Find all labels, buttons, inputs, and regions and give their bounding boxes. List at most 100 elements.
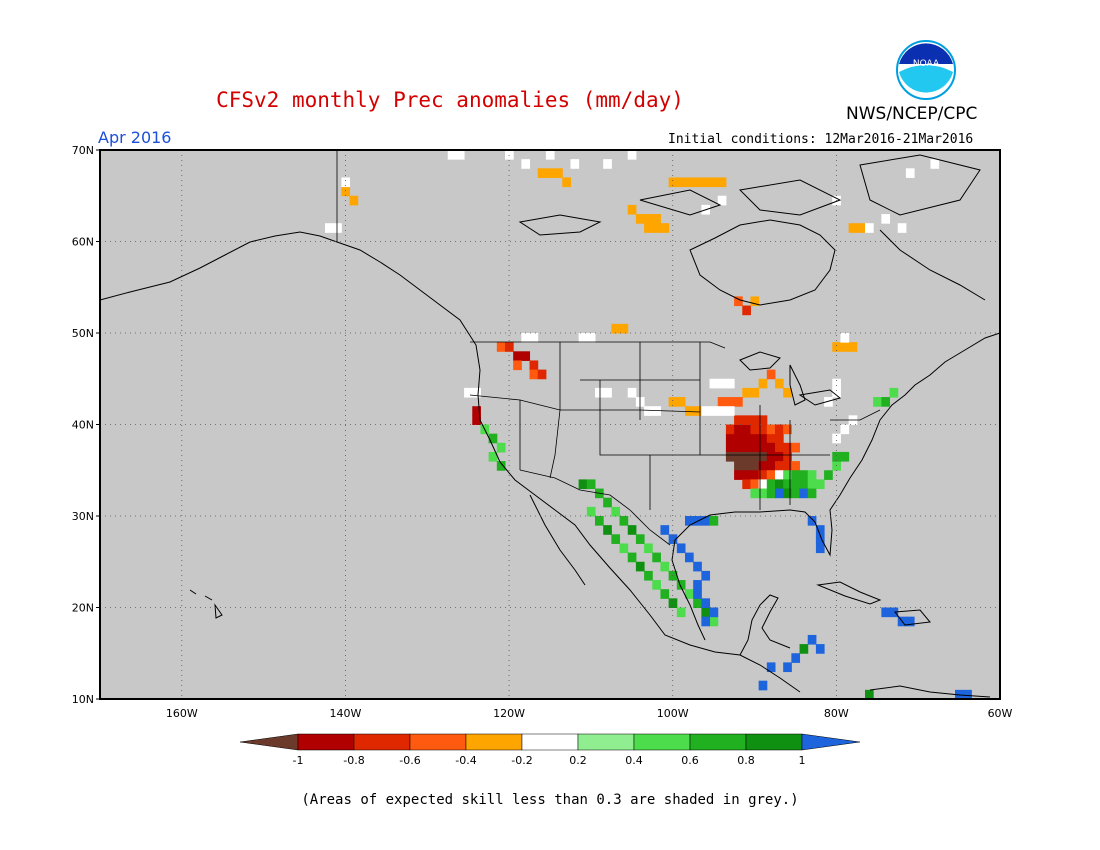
lat-tick-label: 20N — [72, 602, 94, 615]
anomaly-cell — [619, 323, 629, 334]
near-zero-cell — [832, 387, 841, 398]
lon-tick-label: 120W — [493, 707, 525, 720]
anomaly-cell — [824, 470, 833, 480]
anomaly-cell — [635, 214, 645, 224]
anomaly-cell — [472, 415, 481, 425]
anomaly-cell — [619, 543, 629, 554]
anomaly-cell — [627, 525, 637, 535]
near-zero-cell — [578, 333, 588, 343]
anomaly-cell — [742, 424, 751, 435]
anomaly-cell — [775, 470, 784, 480]
anomaly-cell — [513, 351, 522, 361]
anomaly-cell — [660, 525, 670, 535]
anomaly-cell — [652, 214, 661, 224]
anomaly-cell — [627, 552, 637, 563]
near-zero-cell — [725, 406, 735, 416]
anomaly-cell — [791, 461, 801, 471]
anomaly-cell — [766, 461, 776, 471]
near-zero-cell — [627, 150, 637, 160]
anomaly-cell — [685, 516, 694, 526]
colorbar-box — [633, 733, 691, 751]
colorbar-box — [353, 733, 411, 751]
anomaly-cell — [766, 369, 776, 380]
anomaly-cell — [783, 451, 792, 462]
latitude-axis: 10N 20N 30N 40N 50N 60N 70N — [72, 144, 100, 706]
anomaly-cell — [807, 479, 817, 490]
anomaly-cell — [783, 461, 792, 471]
anomaly-cell — [652, 223, 661, 233]
colorbar-box — [689, 733, 747, 751]
anomaly-cell — [693, 598, 702, 608]
near-zero-cell — [603, 387, 612, 398]
lon-tick-label: 80W — [824, 707, 849, 720]
anomaly-cell — [791, 479, 801, 490]
political-boundaries — [336, 150, 881, 546]
anomaly-cell — [709, 607, 719, 618]
anomaly-cell — [807, 634, 817, 645]
anomaly-cell — [725, 397, 735, 407]
anomaly-cell — [619, 516, 629, 526]
near-zero-cell — [447, 150, 457, 160]
anomaly-cell — [537, 168, 547, 178]
anomaly-cell — [496, 442, 506, 453]
lat-tick-label: 30N — [72, 510, 94, 523]
near-zero-cell — [341, 177, 351, 188]
anomaly-cell — [750, 424, 760, 435]
anomaly-cell — [725, 433, 735, 444]
anomaly-cell — [815, 534, 825, 544]
near-zero-cell — [717, 378, 727, 389]
anomaly-cell — [791, 653, 801, 663]
anomaly-cell — [701, 406, 711, 416]
anomaly-cell — [717, 177, 727, 188]
near-zero-cell — [644, 406, 653, 416]
anomaly-cell — [815, 644, 825, 654]
anomaly-cell — [750, 442, 760, 453]
anomaly-cell — [807, 470, 817, 480]
anomaly-cell — [750, 470, 760, 480]
near-zero-cell — [725, 378, 735, 389]
colorbar-box — [409, 733, 467, 751]
anomaly-cell — [586, 479, 596, 490]
anomaly-cell — [742, 470, 751, 480]
colorbar-box — [745, 733, 803, 751]
lat-tick-label: 60N — [72, 236, 94, 249]
anomaly-cell — [709, 516, 719, 526]
anomaly-cell — [611, 534, 621, 544]
anomaly-cell — [783, 470, 792, 480]
near-zero-cell — [840, 333, 850, 343]
near-zero-cell — [652, 406, 661, 416]
anomaly-cell — [578, 479, 588, 490]
anomaly-cell — [840, 451, 850, 462]
anomaly-cell — [889, 387, 899, 398]
anomaly-cell — [758, 433, 768, 444]
anomaly-cell — [660, 223, 670, 233]
anomaly-cell — [775, 424, 784, 435]
colorbar-label: 0.8 — [737, 754, 755, 767]
anomaly-cell — [758, 479, 768, 490]
anomaly-cell — [815, 525, 825, 535]
anomaly-cell — [734, 397, 743, 407]
anomaly-cell — [791, 470, 801, 480]
anomaly-cell — [775, 479, 784, 490]
near-zero-cell — [824, 397, 833, 407]
anomaly-cell — [791, 488, 801, 499]
colorbar-label: 0.2 — [569, 754, 587, 767]
anomaly-cell — [644, 214, 653, 224]
anomaly-cell — [775, 488, 784, 499]
anomaly-cell — [766, 433, 776, 444]
anomaly-cell — [668, 598, 678, 608]
anomaly-cell — [734, 442, 743, 453]
anomaly-cell — [775, 378, 784, 389]
initial-conditions: Initial conditions: 12Mar2016-21Mar2016 — [668, 132, 974, 147]
anomaly-cell — [668, 534, 678, 544]
colorbar-box — [297, 733, 355, 751]
near-zero-cell — [586, 333, 596, 343]
anomaly-cell — [963, 689, 972, 700]
colorbar: -1 -0.8 -0.6 -0.4 -0.2 0.2 0.4 0.6 0.8 1 — [239, 733, 861, 767]
anomaly-cell — [611, 323, 621, 334]
gridlines — [100, 150, 1000, 699]
anomaly-cell — [693, 561, 702, 572]
anomaly-cell — [758, 680, 768, 691]
lon-tick-label: 140W — [330, 707, 362, 720]
anomaly-cell — [644, 223, 653, 233]
